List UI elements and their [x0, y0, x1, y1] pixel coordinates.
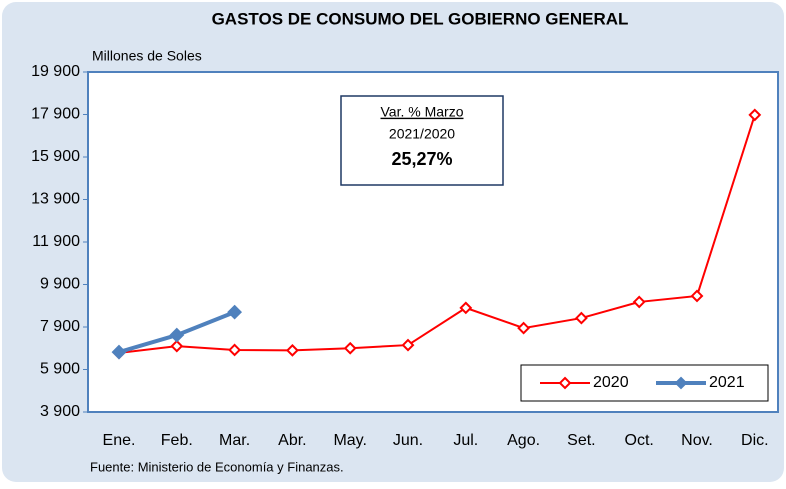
annotation-box: Var. % Marzo 2021/2020 25,27%	[340, 95, 504, 186]
legend-label: 2021	[709, 374, 745, 391]
chart-title: GASTOS DE CONSUMO DEL GOBIERNO GENERAL	[212, 9, 629, 28]
x-tick-label: Jun.	[393, 432, 423, 449]
y-tick-label: 13 900	[31, 191, 80, 208]
annotation-frame	[340, 95, 504, 186]
y-tick-label: 9 900	[40, 276, 80, 293]
x-tick-label: Oct.	[625, 432, 654, 449]
x-tick-label: Nov.	[681, 432, 713, 449]
x-tick-label: May.	[333, 432, 366, 449]
data-point	[343, 341, 357, 355]
data-point	[228, 343, 242, 357]
y-tick-label: 11 900	[32, 233, 80, 250]
legend-marker	[674, 376, 688, 390]
x-tick-label: Set.	[567, 432, 595, 449]
annotation-value: 25,27%	[391, 149, 452, 169]
data-point	[169, 327, 185, 343]
y-axis-label: Millones de Soles	[92, 48, 202, 64]
y-tick-label: 7 900	[40, 318, 80, 335]
data-point	[401, 338, 415, 352]
series-line	[118, 114, 756, 354]
data-point	[227, 304, 243, 320]
data-point	[517, 321, 531, 335]
y-tick-label: 17 900	[31, 106, 80, 123]
annotation-title: Var. % Marzo	[381, 104, 464, 120]
data-point	[632, 295, 646, 309]
data-point	[170, 339, 184, 353]
y-tick-label: 15 900	[31, 148, 80, 165]
legend-label: 2020	[593, 374, 629, 391]
plot-area	[87, 71, 779, 413]
x-tick-label: Ago.	[507, 432, 540, 449]
data-point	[111, 344, 127, 360]
annotation-period: 2021/2020	[389, 126, 455, 142]
x-tick-label: Ene.	[103, 432, 136, 449]
data-point	[574, 311, 588, 325]
x-tick-label: Mar.	[219, 432, 250, 449]
legend-marker	[558, 376, 572, 390]
y-tick-label: 3 900	[40, 403, 80, 420]
y-tick-label: 19 900	[31, 63, 80, 80]
x-tick-label: Dic.	[741, 432, 769, 449]
data-point	[285, 343, 299, 357]
x-tick-label: Jul.	[453, 432, 478, 449]
source: Fuente: Ministerio de Economía y Finanza…	[90, 459, 344, 474]
y-tick-label: 5 900	[40, 361, 80, 378]
x-tick-label: Abr.	[278, 432, 306, 449]
x-tick-label: Feb.	[161, 432, 193, 449]
data-point	[459, 301, 473, 315]
data-point	[748, 108, 762, 122]
data-point	[690, 289, 704, 303]
